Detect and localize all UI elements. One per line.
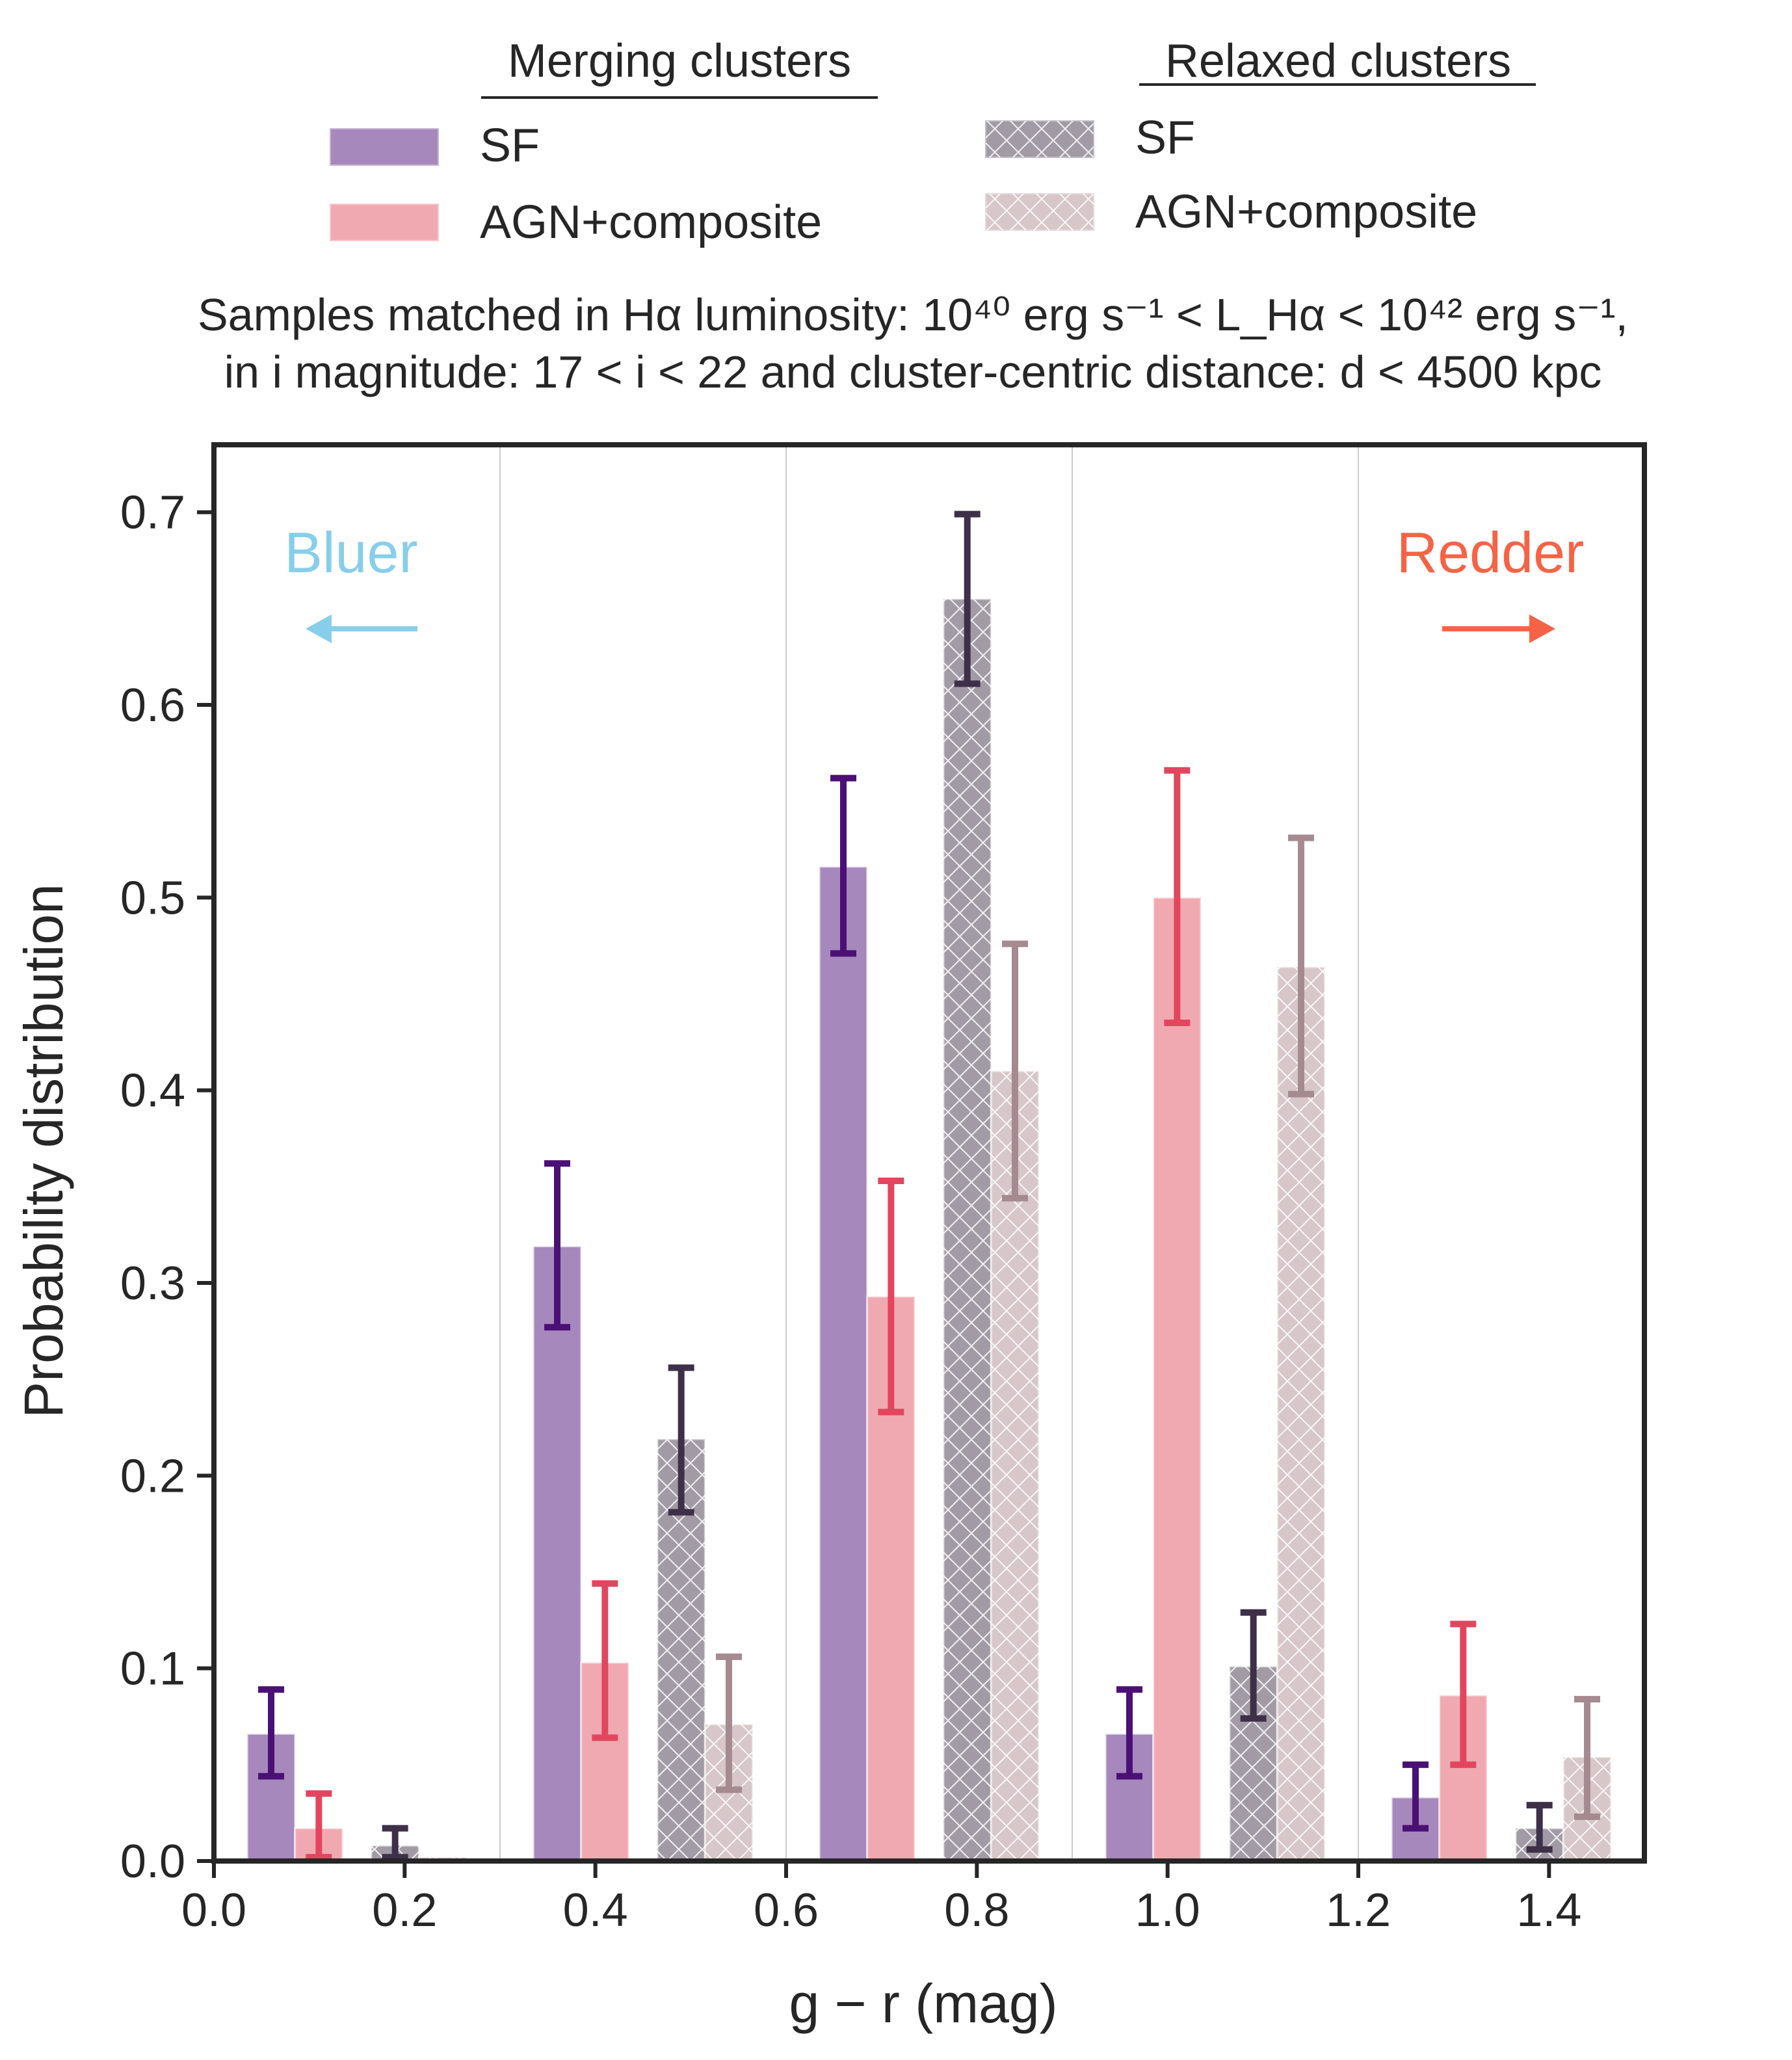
x-tick-label-4: 0.8 (944, 1884, 1009, 1936)
errorbar-s2-2 (954, 510, 981, 687)
errorbar-s0-2 (830, 774, 856, 957)
bar-hatch-s3-2 (991, 1071, 1039, 1861)
y-axis: 0.0 0.1 0.2 0.3 0.4 0.5 0.6 0.7 (120, 487, 214, 1888)
errorbar-s3-2 (1002, 940, 1028, 1202)
y-tick-label-7: 0.7 (120, 487, 185, 539)
redder-annotation: Redder (1397, 520, 1585, 585)
y-tick-label-3: 0.3 (120, 1258, 185, 1310)
legend-merging-title: Merging clusters (508, 35, 851, 87)
errorbars-group (258, 510, 1600, 1861)
errorbar-s1-0 (306, 1790, 332, 1861)
errorbar-s2-3 (1240, 1609, 1267, 1722)
errorbar-s0-4 (1403, 1761, 1429, 1832)
legend-relaxed-agn-hatch (986, 194, 1094, 230)
x-axis-label: g − r (mag) (789, 1973, 1057, 2034)
errorbar-s1-4 (1450, 1620, 1477, 1768)
legend-merging-agn-label: AGN+composite (480, 196, 822, 248)
x-tick-label-0: 0.0 (181, 1884, 246, 1936)
redder-arrow (1442, 614, 1555, 643)
x-axis: 0.0 0.2 0.4 0.6 0.8 1.0 1.2 1.4 (181, 1861, 1581, 1936)
legend-relaxed-sf-hatch (986, 121, 1094, 157)
errorbar-s1-1 (592, 1580, 618, 1741)
bar-hatch-s3-3 (1277, 967, 1325, 1861)
x-tick-label-2: 0.4 (563, 1884, 628, 1936)
y-tick-label-5: 0.5 (120, 872, 185, 924)
bar-s0-2 (818, 865, 869, 1862)
legend-merging-sf-label: SF (480, 120, 540, 172)
x-tick-label-6: 1.2 (1326, 1884, 1391, 1936)
legend-relaxed-title: Relaxed clusters (1165, 35, 1511, 87)
y-tick-label-6: 0.6 (120, 680, 185, 732)
legend: Merging clusters SF AGN+composite Relaxe… (330, 35, 1536, 248)
errorbar-s2-1 (668, 1364, 694, 1516)
chart-title-line1: Samples matched in Hα luminosity: 10⁴⁰ e… (198, 289, 1628, 340)
plot-frame (211, 442, 1647, 1864)
legend-relaxed-agn-label: AGN+composite (1135, 186, 1477, 238)
errorbar-s0-0 (258, 1686, 284, 1780)
errorbar-s2-0 (382, 1825, 408, 1861)
y-tick-label-0: 0.0 (120, 1836, 185, 1888)
y-tick-label-2: 0.2 (120, 1450, 185, 1502)
legend-relaxed-sf-label: SF (1135, 112, 1195, 164)
legend-merging-agn-swatch (330, 204, 439, 241)
errorbar-s3-3 (1288, 834, 1314, 1098)
legend-merging-sf-swatch (330, 128, 439, 166)
bluer-annotation: Bluer (284, 520, 417, 585)
bin-gridlines (499, 445, 1359, 1861)
x-tick-label-7: 1.4 (1516, 1884, 1581, 1936)
bar-hatch-s2-2 (943, 599, 992, 1861)
y-tick-label-1: 0.1 (120, 1643, 185, 1695)
errorbar-s2-4 (1526, 1802, 1553, 1853)
x-tick-label-1: 0.2 (372, 1884, 437, 1936)
chart-title-line2: in i magnitude: 17 < i < 22 and cluster-… (224, 347, 1602, 397)
x-tick-label-3: 0.6 (754, 1884, 819, 1936)
bar-s0-1 (532, 1245, 583, 1862)
y-axis-label: Probability distribution (13, 884, 74, 1418)
errorbar-s0-3 (1116, 1686, 1142, 1780)
bar-s1-3 (1152, 896, 1202, 1862)
errorbar-s0-1 (544, 1160, 570, 1331)
y-tick-label-4: 0.4 (120, 1065, 185, 1117)
x-tick-label-5: 1.0 (1135, 1884, 1200, 1936)
errorbar-s1-3 (1164, 767, 1191, 1026)
errorbar-s3-1 (716, 1653, 742, 1793)
bars-group (246, 598, 1613, 1862)
bluer-arrow (306, 614, 417, 643)
errorbar-s3-4 (1574, 1696, 1600, 1820)
errorbar-s1-2 (878, 1177, 904, 1416)
